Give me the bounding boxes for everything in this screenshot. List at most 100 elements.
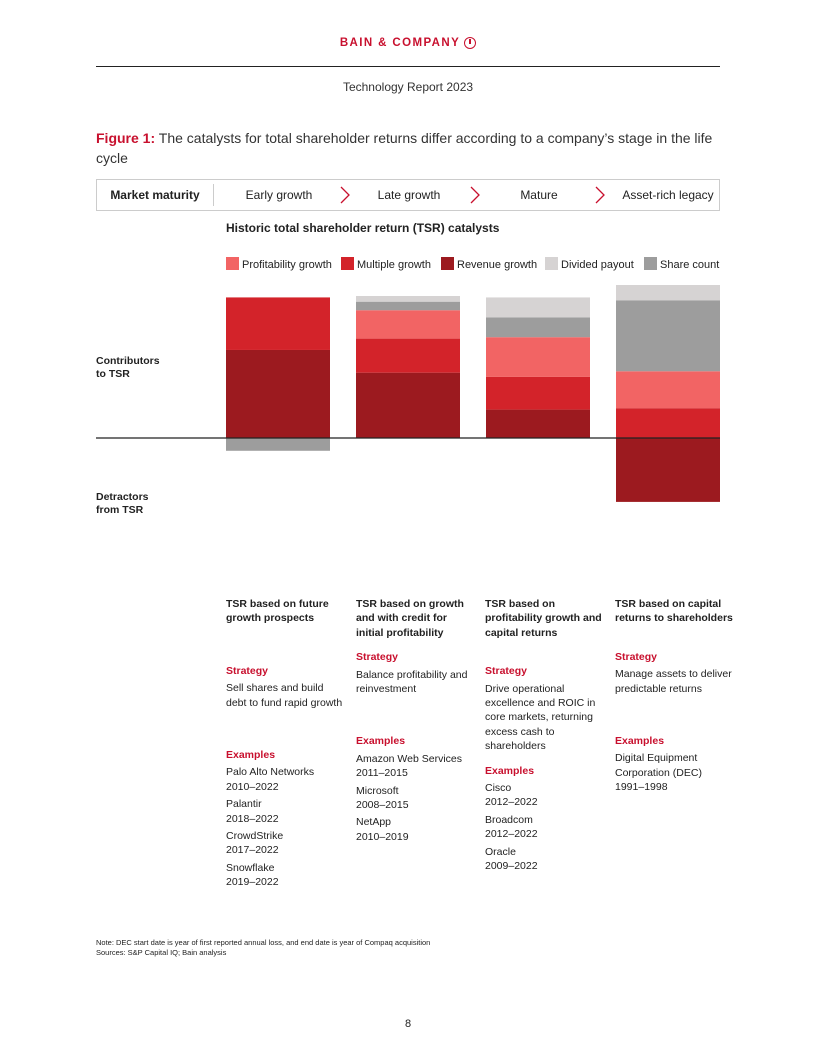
examples-label: Examples — [226, 749, 276, 762]
example-item: Microsoft 2008–2015 — [356, 784, 474, 813]
bar-segment-revenue-growth — [486, 409, 590, 438]
stage-early-growth: Early growth — [245, 188, 313, 202]
example-item: Palo Alto Networks 2010–2022 — [226, 765, 344, 794]
market-maturity-heading: Market maturity — [110, 188, 200, 202]
column-heading: TSR based on capital returns to sharehol… — [615, 598, 733, 625]
bar-segment-share-count — [226, 438, 330, 451]
example-name: Snowflake — [226, 861, 275, 874]
stage-column-early-growth: TSR based on future growth prospects Str… — [226, 597, 344, 893]
header-rule — [96, 66, 720, 67]
stage-column-asset-rich-legacy: TSR based on capital returns to sharehol… — [615, 597, 733, 798]
legend-item-share-count: Share count — [644, 257, 719, 271]
example-item: NetApp 2010–2019 — [356, 815, 474, 844]
example-item: Palantir 2018–2022 — [226, 797, 344, 826]
note-text: Note: DEC start date is year of first re… — [96, 938, 431, 947]
strategy-text: Sell shares and build debt to fund rapid… — [226, 682, 343, 709]
examples-label: Examples — [615, 735, 665, 748]
legend-swatch — [441, 257, 454, 270]
bar-segment-share-count — [486, 317, 590, 338]
bar-segment-multiple-growth — [486, 376, 590, 410]
tsr-stacked-bar-chart — [96, 285, 720, 502]
bar-segment-share-count — [356, 301, 460, 311]
example-item: Cisco 2012–2022 — [485, 781, 603, 810]
figure-label: Figure 1: — [96, 130, 156, 146]
contributors-label-line: to TSR — [96, 368, 130, 380]
example-name: CrowdStrike — [226, 830, 284, 843]
example-years: 2012–2022 — [485, 828, 538, 841]
chevron-right-icon — [470, 186, 480, 204]
detractors-label-line: Detractors — [96, 491, 149, 503]
bar-segment-multiple-growth — [616, 408, 720, 438]
examples-label: Examples — [485, 764, 535, 777]
legend-label: Share count — [660, 259, 720, 271]
example-years: 2010–2022 — [226, 780, 279, 793]
bar-segment-profitability-growth — [356, 310, 460, 339]
bar-segment-revenue-growth — [616, 438, 720, 502]
page-number: 8 — [404, 1018, 412, 1030]
legend-swatch — [226, 257, 239, 270]
example-years: 2010–2019 — [356, 830, 409, 843]
detractors-label-line: from TSR — [96, 504, 144, 516]
legend-label: Profitability growth — [242, 259, 332, 271]
strategy-text: Manage assets to deliver predictable ret… — [615, 668, 732, 695]
figure-caption-text: The catalysts for total shareholder retu… — [96, 130, 713, 166]
example-item: CrowdStrike 2017–2022 — [226, 829, 344, 858]
legend-swatch — [341, 257, 354, 270]
column-heading: TSR based on profitability growth and ca… — [485, 598, 602, 639]
legend-item-revenue-growth: Revenue growth — [441, 257, 537, 271]
example-name: Microsoft — [356, 784, 399, 797]
bar-segment-multiple-growth — [226, 297, 330, 350]
example-item: Digital Equipment Corporation (DEC) 1991–… — [615, 751, 733, 794]
legend-item-divided-payout: Divided payout — [545, 257, 634, 271]
legend-swatch — [545, 257, 558, 270]
example-name: Oracle — [485, 845, 516, 858]
column-heading: TSR based on growth and with credit for … — [356, 598, 464, 639]
strategy-label: Strategy — [226, 664, 269, 677]
example-name: Palo Alto Networks — [226, 766, 315, 779]
strategy-text: Balance profitability and reinvestment — [356, 668, 468, 696]
brand-name: BAIN & COMPANY — [339, 37, 461, 49]
example-name: Palantir — [226, 798, 262, 811]
example-years: 2011–2015 — [356, 767, 408, 780]
stage-column-mature: TSR based on profitability growth and ca… — [485, 597, 603, 877]
examples-label: Examples — [356, 735, 406, 748]
example-years: 2019–2022 — [226, 876, 279, 889]
legend-label: Revenue growth — [457, 259, 538, 271]
divider — [213, 184, 214, 206]
example-years: 2018–2022 — [226, 812, 279, 825]
legend-item-multiple-growth: Multiple growth — [341, 257, 431, 271]
figure-caption: Figure 1: The catalysts for total shareh… — [96, 128, 720, 168]
bar-segment-revenue-growth — [226, 349, 330, 438]
strategy-label: Strategy — [615, 650, 658, 663]
brand-logo: BAIN & COMPANY — [0, 37, 816, 49]
column-heading: TSR based on future growth prospects — [226, 598, 329, 625]
example-item: Snowflake 2019–2022 — [226, 861, 344, 890]
bar-segment-profitability-growth — [616, 371, 720, 409]
example-name: Cisco — [485, 782, 512, 795]
bar-segment-multiple-growth — [356, 338, 460, 373]
bar-segment-revenue-growth — [356, 372, 460, 438]
bar-segment-divided-payout — [356, 296, 460, 302]
example-item: Amazon Web Services 2011–2015 — [356, 752, 474, 781]
stage-late-growth: Late growth — [377, 188, 441, 202]
example-name: NetApp — [356, 816, 392, 829]
example-years: 2008–2015 — [356, 799, 409, 812]
sources-text: Sources: S&P Capital IQ; Bain analysis — [96, 948, 227, 957]
report-title: Technology Report 2023 — [342, 80, 474, 94]
strategy-label: Strategy — [356, 651, 399, 664]
example-years: 2009–2022 — [485, 860, 538, 873]
contributors-label: Contributors to TSR — [96, 355, 160, 381]
example-years: 2012–2022 — [485, 796, 538, 809]
legend-item-profitability-growth: Profitability growth — [226, 257, 332, 271]
stage-asset-rich-legacy: Asset-rich legacy — [622, 188, 714, 202]
detractors-label: Detractors from TSR — [96, 491, 149, 517]
bar-segment-divided-payout — [616, 285, 720, 301]
example-years: 1991–1998 — [615, 781, 668, 794]
market-maturity-bar: Market maturity Early growth Late growth… — [96, 179, 720, 211]
example-name: Digital Equipment Corporation (DEC) — [615, 752, 702, 779]
example-item: Broadcom 2012–2022 — [485, 813, 603, 842]
bars-group — [226, 285, 720, 502]
figure-notes: Note: DEC start date is year of first re… — [96, 938, 430, 958]
contributors-label-line: Contributors — [96, 355, 160, 367]
bar-segment-share-count — [616, 300, 720, 372]
